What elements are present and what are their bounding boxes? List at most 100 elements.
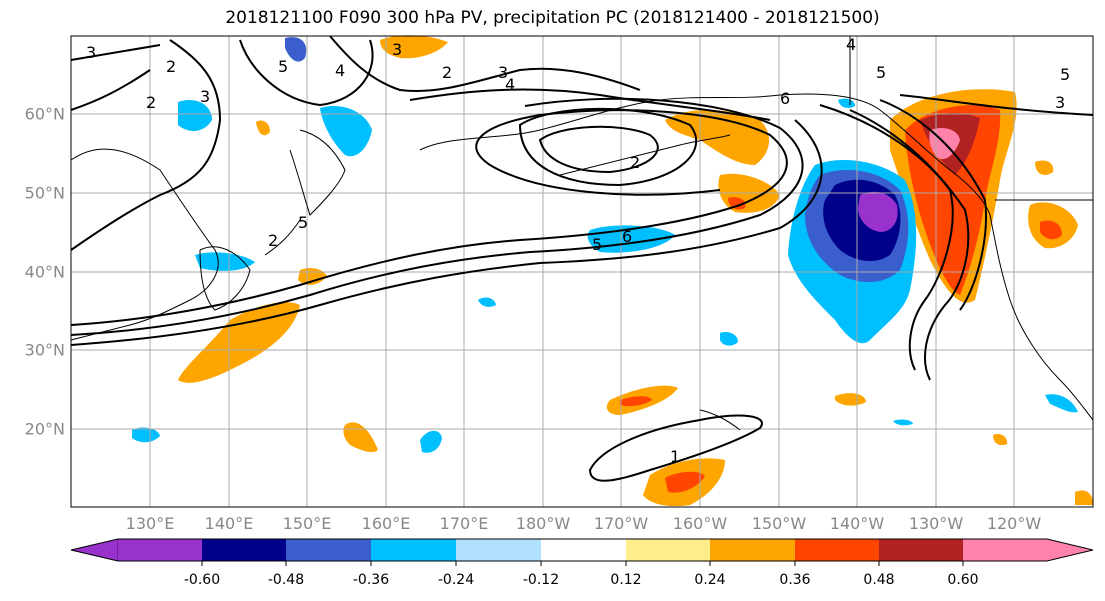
lat-label-60n: 60°N xyxy=(24,104,65,124)
precip-negative-area xyxy=(132,427,160,443)
lat-label-40n: 40°N xyxy=(24,262,65,282)
lon-label-180w: 180°W xyxy=(515,514,571,533)
precip-positive-area xyxy=(343,422,378,453)
colorbar-cell xyxy=(879,539,963,561)
contour-label: 4 xyxy=(505,75,515,94)
japan-coastline xyxy=(199,246,251,311)
pv-contour-line xyxy=(239,39,374,107)
colorbar-tick-label: 0.12 xyxy=(610,572,642,588)
precip-negative-area xyxy=(893,419,913,426)
contour-label: 2 xyxy=(268,231,278,250)
contour-label: 3 xyxy=(1055,93,1065,112)
contour-label: 2 xyxy=(166,57,176,76)
aleutian-islands xyxy=(559,134,731,176)
contour-label: 5 xyxy=(1060,65,1070,84)
precip-positive-area xyxy=(256,120,270,136)
colorbar-tick-label: -0.48 xyxy=(267,572,305,588)
colorbar-cell xyxy=(286,539,371,561)
pv-contour-line xyxy=(899,94,1094,116)
precip-negative-area xyxy=(285,37,307,62)
pv-contour-line xyxy=(70,69,151,111)
colorbar-tick-label: -0.60 xyxy=(183,572,221,588)
contour-label: 6 xyxy=(780,89,790,108)
precip-negative-area xyxy=(195,252,255,271)
contour-label: 2 xyxy=(146,93,156,112)
pv-contour-line xyxy=(588,414,763,482)
pv-contour-line xyxy=(819,104,954,371)
lon-label-170w: 170°W xyxy=(593,514,649,533)
precip-negative-area xyxy=(858,191,898,232)
pv-contour-line xyxy=(70,119,823,346)
precip-positive-area xyxy=(620,396,652,407)
precip-positive-area xyxy=(298,268,327,285)
contour-label: 6 xyxy=(622,227,632,246)
precip-positive-area xyxy=(380,35,448,59)
colorbar-cell xyxy=(118,539,202,561)
lon-label-140w: 140°W xyxy=(829,514,885,533)
precip-positive-area xyxy=(1040,220,1062,240)
colorbar-cell xyxy=(710,539,795,561)
lon-label-140e: 140°E xyxy=(204,514,254,533)
precip-negative-area xyxy=(1045,394,1078,413)
contour-label: 1 xyxy=(670,447,680,466)
contour-label: 3 xyxy=(86,43,96,62)
contour-label-layer: 3 2 2 3 3 4 5 2 3 4 2 6 5 5 2 6 5 4 3 5 … xyxy=(86,35,1070,466)
kuril-islands xyxy=(264,219,301,256)
precip-negative-area xyxy=(320,106,372,157)
pv-contour-line xyxy=(329,35,641,92)
colorbar-tick-label: -0.36 xyxy=(352,572,390,588)
precip-positive-area xyxy=(1075,490,1093,505)
precip-negative-area xyxy=(720,332,738,346)
lon-label-150w: 150°W xyxy=(751,514,807,533)
precip-negative-area xyxy=(420,430,442,453)
contour-label: 4 xyxy=(846,35,856,54)
pv-contours xyxy=(70,35,1094,482)
colorbar-cell xyxy=(795,539,879,561)
hawaii-islands xyxy=(699,409,741,431)
colorbar-cell xyxy=(541,539,626,561)
contour-label: 2 xyxy=(442,63,452,82)
map-frame xyxy=(70,35,1094,508)
colorbar-cell xyxy=(963,539,1047,561)
contour-label: 5 xyxy=(298,213,308,232)
precip-fill-layer xyxy=(132,35,1093,507)
lon-label-160w: 160°W xyxy=(672,514,728,533)
contour-label: 5 xyxy=(278,57,288,76)
precip-positive-area xyxy=(835,393,866,406)
lon-label-130e: 130°E xyxy=(125,514,175,533)
contour-label: 4 xyxy=(335,61,345,80)
pv-contour-line xyxy=(849,109,970,381)
colorbar-tick-label: -0.24 xyxy=(437,572,475,588)
pv-contour-line xyxy=(879,99,987,311)
colorbar-cell xyxy=(456,539,541,561)
precip-negative-area xyxy=(178,100,212,132)
contour-label: 2 xyxy=(630,153,640,172)
precip-positive-area xyxy=(665,471,705,493)
map-title: 2018121100 F090 300 hPa PV, precipitatio… xyxy=(225,8,880,28)
asia-coastline xyxy=(70,148,219,341)
colorbar-tick-label: 0.36 xyxy=(779,572,811,588)
lat-label-50n: 50°N xyxy=(24,183,65,203)
contour-label: 5 xyxy=(592,235,602,254)
lon-label-160e: 160°E xyxy=(361,514,411,533)
contour-label: 3 xyxy=(392,40,402,59)
precip-positive-area xyxy=(993,434,1008,446)
colorbar-tick-label: 0.24 xyxy=(694,572,726,588)
pv-contour-line xyxy=(409,88,771,121)
colorbar-cell xyxy=(371,539,456,561)
pv-contour-line xyxy=(518,107,697,187)
pv-contour-line xyxy=(70,97,804,336)
kamchatka-coastline xyxy=(289,129,346,216)
lon-label-150e: 150°E xyxy=(282,514,332,533)
precip-negative-area xyxy=(478,297,496,307)
precip-negative-area xyxy=(838,98,855,108)
colorbar-tick-label: 0.60 xyxy=(947,572,979,588)
lat-label-20n: 20°N xyxy=(24,419,65,439)
colorbar-cell xyxy=(70,538,119,562)
colorbar-cell xyxy=(626,539,710,561)
lat-label-30n: 30°N xyxy=(24,340,65,360)
colorbar-cell xyxy=(1047,539,1093,561)
lon-label-170e: 170°E xyxy=(439,514,489,533)
pv-contour-line xyxy=(70,109,788,326)
